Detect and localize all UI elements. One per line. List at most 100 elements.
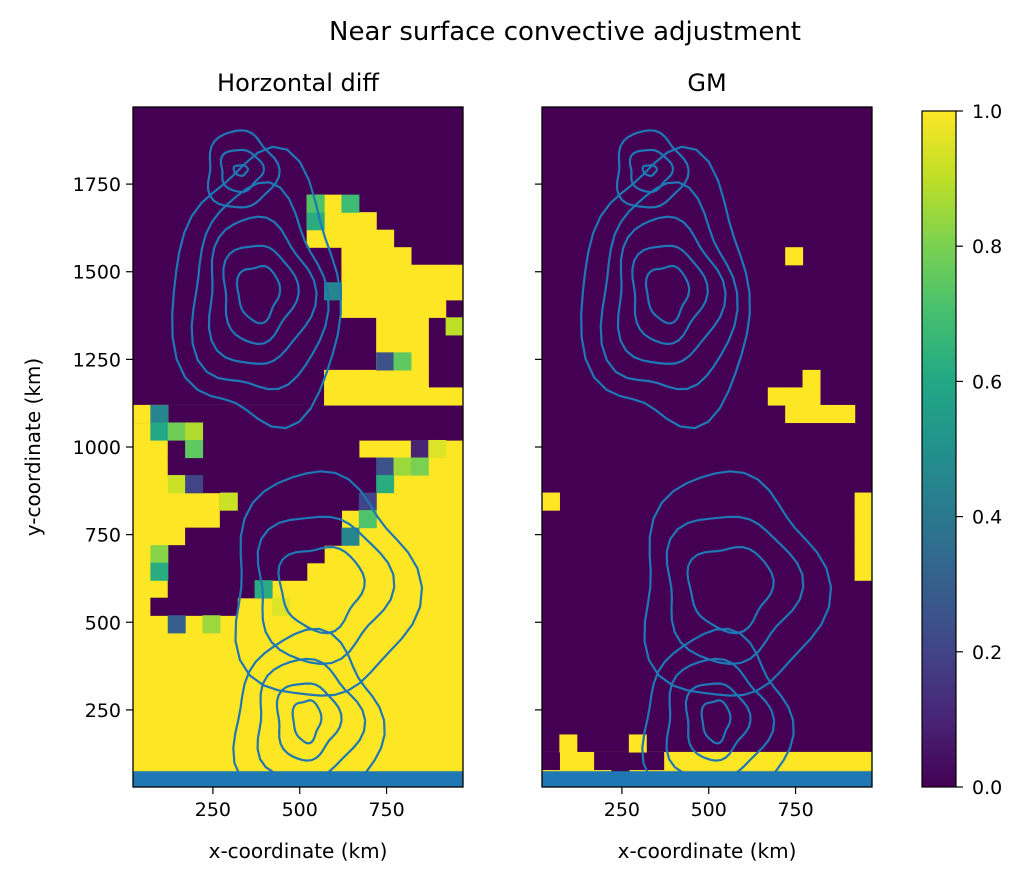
contour-line [599,181,739,391]
contour-line [256,515,396,666]
contour-line [275,682,343,762]
y-tick-label: 250 [85,700,121,722]
heatmap-region [358,369,429,389]
y-axis-label: y-coordinate (km) [21,358,45,536]
heatmap-cell [306,212,325,231]
contour-line [580,145,751,430]
contour-line [206,129,281,209]
heatmap-cell [167,615,186,634]
heatmap-cell [854,545,872,564]
heatmap-region [167,439,360,459]
contour-line [641,164,659,177]
figure-suptitle: Near surface convective adjustment [329,17,801,47]
x-tick-label: 750 [368,799,404,821]
heatmap-cell [254,580,273,599]
x-tick-label: 250 [604,799,640,821]
heatmap-region [306,229,395,248]
heatmap-cell [358,510,377,529]
heatmap-cell [150,404,169,424]
y-tick-label: 750 [85,525,121,547]
heatmap-cell [445,317,463,336]
heatmap-cell [785,387,804,406]
contour-lines-horizontal-diff [133,129,463,787]
contour-line [234,470,424,697]
heatmap-region [646,751,872,771]
contour-line [628,148,675,194]
heatmap-cell [785,404,804,424]
contour-lines-gm [542,129,872,787]
colorbar-tick-label: 0.0 [972,777,1002,799]
x-tick-label: 500 [282,799,318,821]
heatmap-region [167,457,377,476]
x-tick-label: 750 [777,799,813,821]
contour-line [277,545,366,635]
heatmap-region [341,299,447,318]
y-tick-label: 500 [85,612,121,634]
heatmap-cell [167,475,186,494]
contour-line [641,627,795,787]
y-tick-label: 1500 [73,262,121,284]
contour-shelf-band [542,771,872,787]
heatmap-cell [819,404,838,424]
heatmap-cell [376,457,395,476]
heatmap-cell [410,439,429,459]
contour-line [232,164,250,177]
x-ticks-horizontal-diff: 250 500 750 [195,787,405,821]
heatmap-cell [393,457,412,476]
heatmap-region [341,247,412,266]
colorbar-tick-label: 0.2 [972,642,1002,664]
colorbar-tick-label: 0.4 [972,507,1002,529]
heatmap-cell [393,352,412,371]
contour-line [684,682,752,762]
colorbar: 0.0 0.2 0.4 0.6 0.8 1.0 [921,101,1002,799]
contour-line [222,244,300,346]
colorbar-gradient [921,110,957,788]
heatmap-cell [341,527,360,546]
contour-line [190,181,330,391]
heatmap-gm [542,107,872,787]
heatmap-cell [167,422,186,441]
heatmap-cell [854,510,872,529]
panel-horizontal-diff: Horzontal diff 250 500 750 250 500 750 1000 12… [21,69,464,863]
colorbar-ticks: 0.0 0.2 0.4 0.6 0.8 1.0 [956,101,1002,799]
heatmap-region [219,492,360,511]
y-ticks-horizontal-diff: 250 500 750 1000 1250 1500 1750 [73,174,133,722]
heatmap-region [167,422,463,441]
heatmap-region [185,475,377,494]
contour-line [643,470,833,697]
heatmap-cell [854,527,872,546]
colorbar-tick-label: 0.6 [972,371,1002,393]
contour-line [616,215,727,366]
contour-line [235,264,282,325]
heatmap-cell [185,422,204,441]
contour-line [615,129,690,209]
heatmap-cell [219,492,238,511]
heatmap-region [167,545,325,564]
heatmap-cell [767,387,786,406]
panel-title-gm: GM [687,69,726,97]
heatmap-cell [802,404,821,424]
x-axis-label-horizontal-diff: x-coordinate (km) [209,839,388,863]
contour-line [700,699,732,745]
contour-line [291,699,323,745]
heatmap-cell [802,387,821,406]
heatmap-cell [376,475,395,494]
colorbar-tick-label: 1.0 [972,101,1002,123]
heatmap-cell [785,247,804,266]
heatmap-region [594,751,613,771]
heatmap-cell [854,492,872,511]
contour-line [219,148,266,194]
contour-line [644,264,691,325]
heatmap-region [133,404,463,424]
heatmap-region [167,580,273,599]
contour-line [207,215,318,366]
heatmap-cell [202,615,221,634]
heatmap-cell [376,352,395,371]
y-tick-label: 1250 [73,349,121,371]
heatmap-cell [837,404,856,424]
contour-line [665,515,805,666]
y-ticks-gm [535,183,542,711]
contour-shelf-band [133,771,463,787]
heatmap-region [167,562,308,581]
contour-line [171,145,342,430]
